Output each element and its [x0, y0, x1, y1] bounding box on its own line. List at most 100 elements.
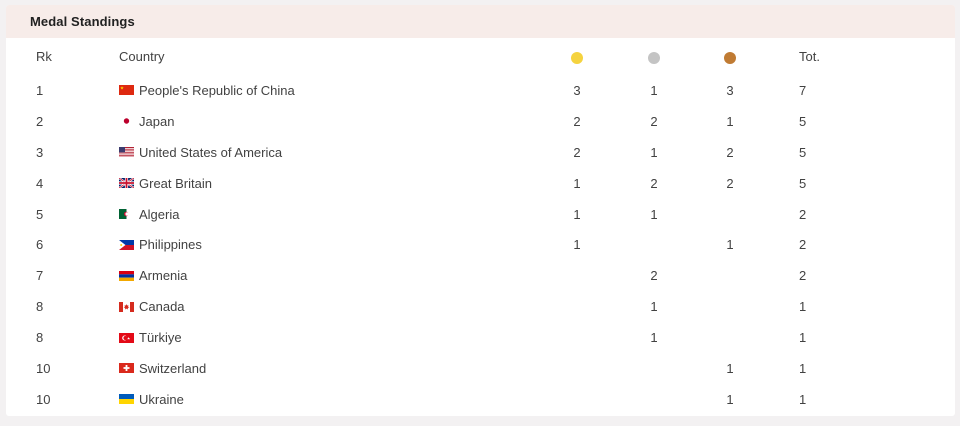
rank-value: 7 [36, 268, 44, 284]
bronze-count: 2 [726, 144, 734, 160]
rank-value: 4 [36, 175, 44, 191]
silver-medal-icon [648, 51, 660, 64]
total-count-cell: 1 [799, 299, 955, 314]
table-header-row: Rk Country Tot. [6, 38, 955, 75]
total-count-cell: 2 [799, 268, 955, 283]
total-count: 1 [799, 360, 807, 376]
total-count: 7 [799, 82, 807, 98]
country-cell: Ukraine [119, 392, 571, 407]
total-count-cell: 1 [799, 330, 955, 345]
rank-value: 1 [36, 82, 44, 98]
country-flag-icon [119, 178, 134, 189]
medal-standings-table: Rk Country Tot. 1 People's Republic of C… [6, 38, 955, 415]
gold-count-cell [571, 392, 648, 407]
table-row: 8 Türkiye 1 1 [6, 322, 955, 353]
gold-count-cell [571, 330, 648, 345]
country-flag-icon [119, 332, 134, 343]
total-count: 5 [799, 144, 807, 160]
bronze-count-cell [724, 330, 799, 345]
gold-count: 3 [573, 82, 581, 98]
country-cell: People's Republic of China [119, 83, 571, 98]
gold-count-cell: 2 [571, 114, 648, 129]
silver-count: 2 [650, 113, 658, 129]
rank-cell: 10 [36, 361, 119, 376]
country-cell: Canada [119, 299, 571, 314]
country-cell: Türkiye [119, 330, 571, 345]
country-flag-icon [119, 394, 134, 405]
table-row: 5 Algeria 1 1 2 [6, 199, 955, 230]
bronze-medal-icon [724, 51, 736, 64]
gold-count: 2 [573, 113, 581, 129]
country-flag-icon [119, 116, 134, 127]
total-count: 2 [799, 237, 807, 253]
rank-value: 10 [36, 391, 51, 407]
gold-count-cell [571, 299, 648, 314]
rank-value: 8 [36, 330, 44, 346]
country-flag-icon [119, 85, 134, 96]
silver-count: 1 [650, 299, 658, 315]
gold-count-cell: 3 [571, 83, 648, 98]
country-name: Ukraine [139, 391, 184, 407]
silver-count-cell: 2 [648, 114, 724, 129]
silver-count: 1 [650, 82, 658, 98]
silver-count-cell [648, 237, 724, 252]
gold-count-cell: 1 [571, 207, 648, 222]
bronze-count-cell: 1 [724, 237, 799, 252]
total-count: 1 [799, 391, 807, 407]
column-header-total: Tot. [799, 49, 820, 64]
country-cell: Great Britain [119, 176, 571, 191]
country-name: Algeria [139, 206, 180, 222]
country-name: Armenia [139, 268, 188, 284]
medal-standings-panel: Medal Standings Rk Country Tot. 1 People… [6, 5, 955, 416]
column-header-country: Country [119, 49, 165, 64]
panel-header: Medal Standings [6, 5, 955, 38]
silver-count-cell [648, 392, 724, 407]
rank-cell: 7 [36, 268, 119, 283]
country-flag-icon [119, 301, 134, 312]
country-name: Japan [139, 113, 175, 129]
gold-count: 2 [573, 144, 581, 160]
bronze-count: 1 [726, 237, 734, 253]
rank-value: 10 [36, 360, 51, 376]
gold-count-cell: 1 [571, 176, 648, 191]
table-row: 2 Japan 2 2 1 5 [6, 106, 955, 137]
gold-count: 1 [573, 175, 581, 191]
total-count-cell: 5 [799, 176, 955, 191]
gold-count-cell [571, 361, 648, 376]
table-row: 3 United States of America 2 1 2 5 [6, 137, 955, 168]
rank-cell: 8 [36, 299, 119, 314]
table-row: 6 Philippines 1 1 2 [6, 229, 955, 260]
total-count-cell: 1 [799, 392, 955, 407]
rank-cell: 4 [36, 176, 119, 191]
rank-cell: 8 [36, 330, 119, 345]
table-row: 4 Great Britain 1 2 2 5 [6, 168, 955, 199]
country-cell: Switzerland [119, 361, 571, 376]
bronze-count: 2 [726, 175, 734, 191]
total-count: 5 [799, 175, 807, 191]
silver-count: 2 [650, 175, 658, 191]
table-body: 1 People's Republic of China 3 1 3 7 2 J… [6, 75, 955, 415]
rank-cell: 1 [36, 83, 119, 98]
table-row: 1 People's Republic of China 3 1 3 7 [6, 75, 955, 106]
bronze-count-cell: 3 [724, 83, 799, 98]
rank-cell: 2 [36, 114, 119, 129]
total-count-cell: 2 [799, 207, 955, 222]
bronze-count: 1 [726, 113, 734, 129]
country-flag-icon [119, 209, 134, 219]
gold-medal-icon [571, 51, 583, 64]
total-count-cell: 5 [799, 145, 955, 160]
rank-value: 3 [36, 144, 44, 160]
country-name: Switzerland [139, 360, 207, 376]
total-count: 1 [799, 330, 807, 346]
silver-count-cell: 2 [648, 176, 724, 191]
rank-cell: 3 [36, 145, 119, 160]
panel-title: Medal Standings [30, 14, 135, 29]
gold-count: 1 [573, 206, 581, 222]
rank-cell: 10 [36, 392, 119, 407]
gold-count-cell: 1 [571, 237, 648, 252]
rank-cell: 6 [36, 237, 119, 252]
country-flag-icon [119, 363, 134, 374]
bronze-count-cell: 2 [724, 176, 799, 191]
country-cell: Algeria [119, 207, 571, 222]
bronze-count-cell: 2 [724, 145, 799, 160]
